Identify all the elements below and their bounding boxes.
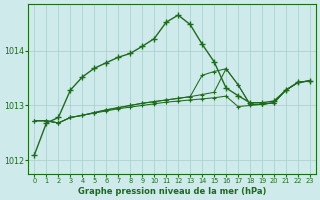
X-axis label: Graphe pression niveau de la mer (hPa): Graphe pression niveau de la mer (hPa) [78, 187, 266, 196]
